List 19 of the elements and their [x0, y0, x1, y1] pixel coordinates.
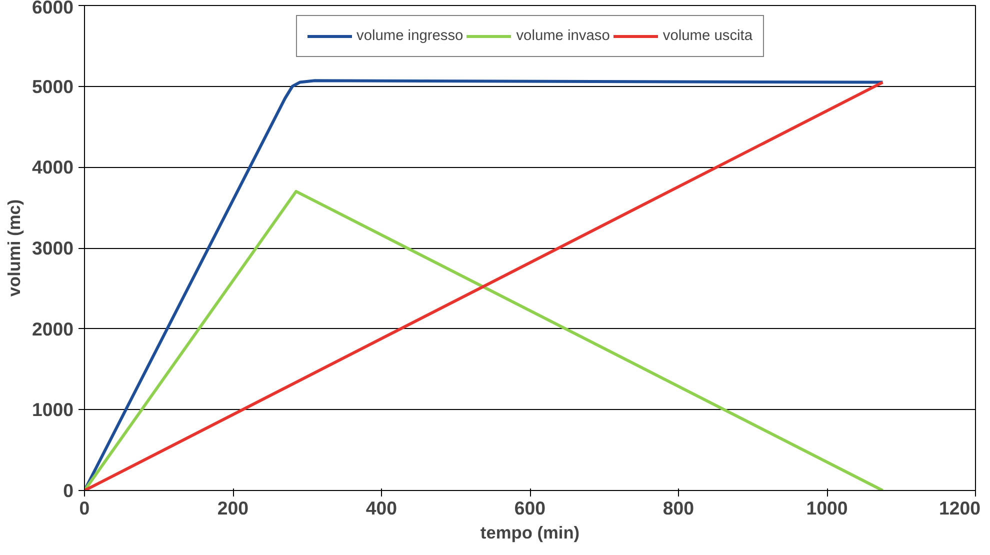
x-tick-label: 0: [79, 498, 90, 518]
y-tick-label: 2000: [32, 318, 74, 340]
y-tick-label: 6000: [32, 0, 74, 18]
y-tick-label: 4000: [32, 156, 74, 178]
y-tick-label: 1000: [32, 399, 74, 420]
legend-label: volume uscita: [662, 28, 753, 44]
x-tick-label: 800: [662, 498, 694, 518]
x-tick-label: 400: [366, 498, 398, 518]
x-tick-label: 1000: [806, 498, 848, 518]
x-axis-title: tempo (min): [480, 522, 580, 542]
x-tick-label: 1200: [938, 498, 981, 518]
legend-label: volume ingresso: [356, 28, 464, 44]
y-tick-label: 0: [63, 480, 74, 501]
x-tick-label: 200: [217, 498, 249, 518]
y-tick-label: 5000: [32, 76, 74, 97]
legend-label: volume invaso: [516, 28, 610, 44]
x-tick-label: 600: [514, 498, 546, 518]
y-axis-title: volumi (mc): [4, 199, 24, 297]
y-tick-label: 3000: [32, 238, 74, 258]
